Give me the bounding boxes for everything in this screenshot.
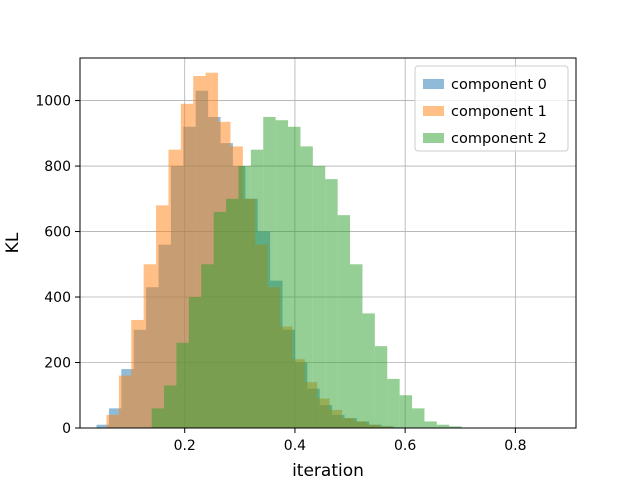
histogram-bar xyxy=(188,297,202,428)
histogram-bar xyxy=(238,166,251,428)
histogram-bar xyxy=(412,408,425,428)
y-axis-label: KL xyxy=(3,232,23,253)
histogram-bar xyxy=(250,149,264,429)
plot-frame xyxy=(79,57,577,429)
legend-box xyxy=(414,65,569,152)
histogram-bar xyxy=(436,424,450,428)
y-tick-label: 600 xyxy=(44,225,71,241)
y-tick-label: 400 xyxy=(44,290,71,306)
histogram-bar xyxy=(156,205,169,428)
histogram-bar xyxy=(362,313,375,428)
y-tick-label: 800 xyxy=(44,159,71,175)
legend-label: component 2 xyxy=(451,131,547,147)
histogram-bar xyxy=(337,215,351,428)
histogram-bar xyxy=(131,319,144,428)
y-tick-label: 0 xyxy=(62,421,71,437)
legend-label: component 1 xyxy=(451,104,547,120)
histogram-bar xyxy=(399,395,413,428)
y-tick-label: 200 xyxy=(44,356,71,372)
legend-swatch xyxy=(423,133,444,143)
series-2-bars xyxy=(151,116,462,429)
histogram-bar xyxy=(96,424,109,428)
legend-label: component 0 xyxy=(451,77,547,93)
legend-swatch xyxy=(423,106,444,116)
histogram-bar xyxy=(350,264,363,428)
histogram-bar xyxy=(106,414,119,428)
histogram-bar xyxy=(226,198,239,428)
histogram-bar xyxy=(275,120,289,428)
x-tick-label: 0.4 xyxy=(284,438,306,454)
histogram-bar xyxy=(288,126,301,429)
histogram-bar xyxy=(213,211,227,428)
x-axis-label: iteration xyxy=(292,461,364,480)
histogram-bar xyxy=(300,146,313,428)
ticks-layer: 0.2 0.4 0.6 0.8 0 200 400 600 800 1000 xyxy=(35,94,526,454)
x-tick-label: 0.6 xyxy=(394,438,416,454)
histogram-bar xyxy=(118,375,132,428)
histogram-bar xyxy=(143,264,157,428)
histogram-bar xyxy=(374,346,388,428)
histogram-bar xyxy=(325,179,338,428)
histogram-bar xyxy=(176,342,189,428)
histogram-bar xyxy=(263,116,276,428)
bars-layer xyxy=(96,72,462,429)
histogram-bar xyxy=(201,264,214,428)
y-tick-label: 1000 xyxy=(35,94,71,110)
histogram-bar xyxy=(164,385,177,428)
histogram-bar xyxy=(151,408,165,428)
x-tick-label: 0.8 xyxy=(504,438,526,454)
histogram-bar xyxy=(424,421,437,428)
legend-swatch xyxy=(423,79,444,89)
x-tick-label: 0.2 xyxy=(174,438,196,454)
histogram-bar xyxy=(449,426,462,428)
histogram-bar xyxy=(387,378,400,428)
legend: component 0 component 1 component 2 xyxy=(414,65,569,152)
histogram-bar xyxy=(312,166,326,428)
